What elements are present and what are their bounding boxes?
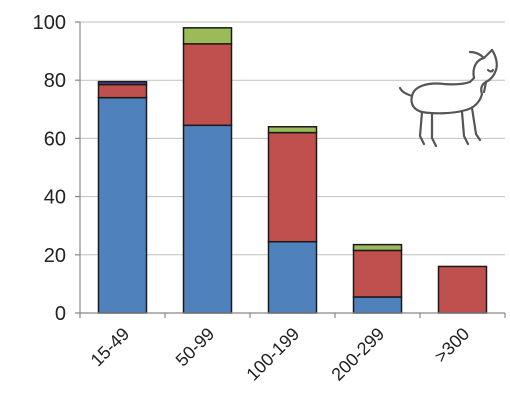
y-tick-label: 40 [44, 187, 66, 209]
y-tick-label: 80 [44, 70, 66, 92]
y-tick-label: 0 [55, 303, 66, 325]
bar-segment [352, 243, 403, 252]
bar-segment [437, 265, 488, 314]
y-tick-label: 20 [44, 245, 66, 267]
bar-segment [182, 43, 233, 127]
bar-segment [267, 131, 318, 243]
bars [97, 27, 488, 314]
bar-segment [97, 80, 148, 86]
x-tick-label: >300 [431, 324, 474, 367]
x-tick-label: 15-49 [87, 324, 134, 371]
bar-segment [352, 296, 403, 314]
y-tick-label: 60 [44, 128, 66, 150]
bar-segment [182, 27, 233, 45]
axes [75, 21, 506, 318]
goat-icon [398, 48, 498, 148]
bar-segment [267, 240, 318, 314]
x-tick-labels: 15-49 50-99 100-199 200-299 >300 [87, 324, 474, 385]
bar-segment [267, 126, 318, 134]
bar-segment [182, 124, 233, 314]
x-tick-label: 200-299 [327, 324, 388, 385]
bar-segment [352, 249, 403, 298]
bar-segment [97, 83, 148, 99]
bar-segment [97, 96, 148, 314]
y-tick-labels: 0 20 40 60 80 100 [33, 12, 66, 325]
x-tick-label: 100-199 [242, 324, 303, 385]
x-tick-label: 50-99 [172, 324, 219, 371]
y-tick-label: 100 [33, 12, 66, 34]
